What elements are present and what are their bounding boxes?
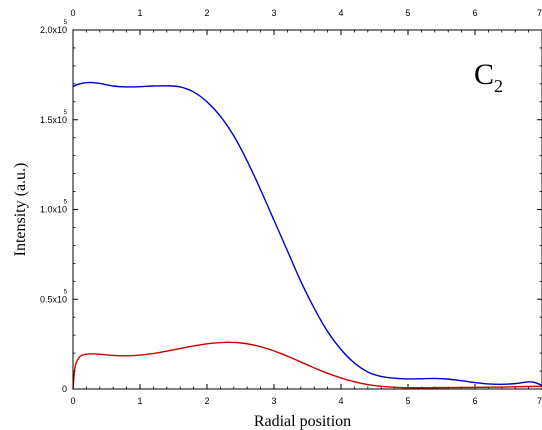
x-tick-label-top: 2 — [204, 8, 209, 18]
y-tick-label: 2.0x10 — [40, 25, 67, 35]
x-tick-label-top: 7 — [537, 8, 542, 18]
x-tick-label-bottom: 4 — [338, 396, 343, 406]
x-tick-label-bottom: 5 — [405, 396, 410, 406]
y-tick-label: 1.0x10 — [40, 205, 67, 215]
labels-layer: 001122334455667700.5x1051.0x1051.5x1052.… — [40, 8, 542, 406]
y-tick-exponent: 5 — [64, 289, 68, 295]
series-line-1 — [72, 81, 542, 387]
panel-label-main: C — [474, 58, 494, 91]
panel-label-subscript: 2 — [494, 76, 503, 96]
x-tick-label-top: 3 — [271, 8, 276, 18]
y-axis-label: Intensity (a.u.) — [12, 163, 29, 257]
x-tick-label-bottom: 1 — [137, 396, 142, 406]
y-tick-exponent: 5 — [64, 110, 68, 116]
x-tick-label-top: 6 — [472, 8, 477, 18]
x-tick-label-bottom: 7 — [537, 396, 542, 406]
plot-frame — [72, 29, 542, 390]
x-tick-label-bottom: 0 — [70, 396, 75, 406]
x-axis-label: Radial position — [254, 413, 351, 430]
x-tick-label-top: 0 — [70, 8, 75, 18]
x-tick-label-top: 5 — [405, 8, 410, 18]
panel-label: C2 — [474, 58, 503, 96]
x-tick-label-top: 4 — [338, 8, 343, 18]
y-tick-exponent: 5 — [64, 20, 68, 26]
series-line-2 — [72, 341, 542, 390]
ticks-layer — [72, 29, 542, 390]
x-tick-label-bottom: 3 — [271, 396, 276, 406]
x-tick-label-bottom: 2 — [204, 396, 209, 406]
y-tick-label: 0.5x10 — [40, 294, 67, 304]
y-tick-label: 1.5x10 — [40, 115, 67, 125]
series-layer — [72, 81, 542, 390]
y-tick-exponent: 5 — [64, 200, 68, 206]
y-tick-label: 0 — [62, 384, 67, 394]
x-tick-label-bottom: 6 — [472, 396, 477, 406]
x-tick-label-top: 1 — [137, 8, 142, 18]
